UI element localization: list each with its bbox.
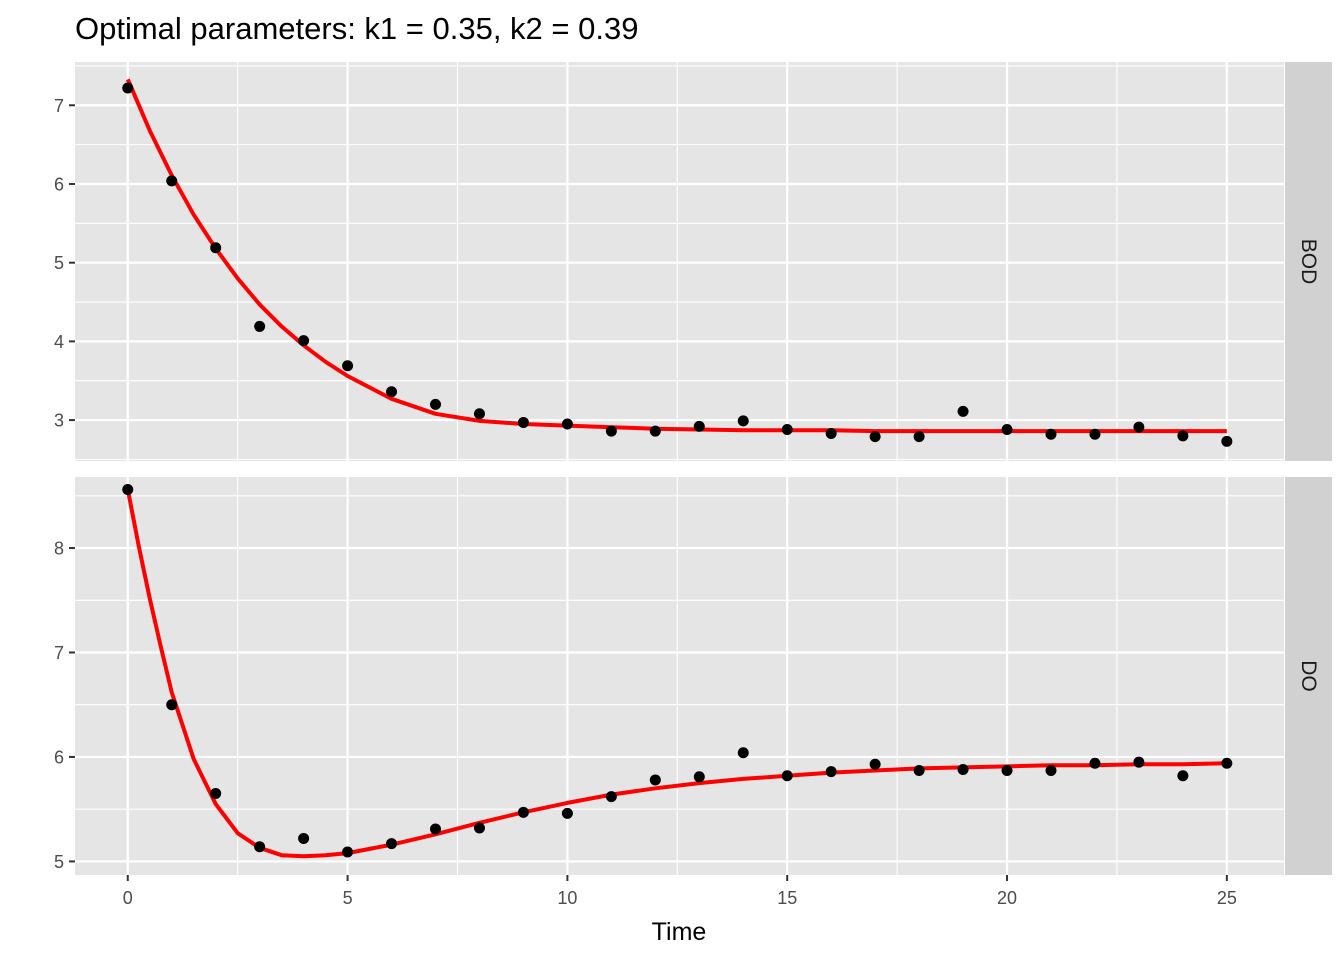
data-point bbox=[517, 806, 529, 818]
data-point bbox=[210, 242, 222, 254]
data-point bbox=[210, 788, 222, 800]
data-point bbox=[869, 431, 881, 443]
data-point bbox=[1177, 770, 1189, 782]
y-tick-label: 6 bbox=[54, 174, 64, 194]
data-point bbox=[1045, 428, 1057, 440]
x-tick-label: 25 bbox=[1217, 888, 1237, 908]
facet-strip: DO bbox=[1285, 477, 1332, 875]
data-point bbox=[781, 424, 793, 436]
data-point bbox=[913, 765, 925, 777]
y-tick-label: 7 bbox=[54, 96, 64, 116]
y-tick-label: 4 bbox=[54, 332, 64, 352]
data-point bbox=[913, 431, 925, 443]
strip-label: DO bbox=[1297, 660, 1320, 692]
data-point bbox=[1221, 435, 1233, 447]
data-point bbox=[693, 420, 705, 432]
y-tick-label: 8 bbox=[54, 539, 64, 559]
data-point bbox=[957, 763, 969, 775]
chart-title: Optimal parameters: k1 = 0.35, k2 = 0.39 bbox=[75, 11, 638, 46]
data-point bbox=[1177, 430, 1189, 442]
data-point bbox=[166, 175, 178, 187]
panel-background bbox=[75, 62, 1284, 461]
data-point bbox=[122, 484, 134, 496]
data-point bbox=[1221, 757, 1233, 769]
panels: 3 4 5 6 7 BOD 5 6 7 8 DO 0 5 10 15 20 25 bbox=[54, 62, 1332, 908]
data-point bbox=[1133, 421, 1145, 433]
facet-strip: BOD bbox=[1285, 62, 1332, 461]
data-point bbox=[254, 320, 266, 332]
data-point bbox=[430, 398, 442, 410]
data-point bbox=[517, 416, 529, 428]
data-point bbox=[957, 405, 969, 417]
x-tick-label: 15 bbox=[777, 888, 797, 908]
y-tick-label: 3 bbox=[54, 411, 64, 431]
data-point bbox=[473, 822, 485, 834]
data-point bbox=[605, 791, 617, 803]
data-point bbox=[561, 807, 573, 819]
data-point bbox=[1089, 757, 1101, 769]
data-point bbox=[649, 425, 661, 437]
data-point bbox=[737, 415, 749, 427]
data-point bbox=[1001, 424, 1013, 436]
x-tick-label: 10 bbox=[557, 888, 577, 908]
data-point bbox=[869, 758, 881, 770]
strip-background bbox=[1285, 62, 1332, 461]
data-point bbox=[1001, 765, 1013, 777]
y-tick-label: 7 bbox=[54, 643, 64, 663]
y-tick-label: 5 bbox=[54, 852, 64, 872]
data-point bbox=[430, 823, 442, 835]
x-tick-label: 20 bbox=[997, 888, 1017, 908]
data-point bbox=[605, 425, 617, 437]
panel-do: 5 6 7 8 DO 0 5 10 15 20 25 bbox=[54, 477, 1332, 908]
data-point bbox=[342, 846, 354, 858]
data-point bbox=[825, 766, 837, 778]
data-point bbox=[298, 335, 310, 347]
data-point bbox=[1045, 765, 1057, 777]
data-point bbox=[254, 841, 266, 853]
y-tick-label: 6 bbox=[54, 747, 64, 767]
data-point bbox=[693, 771, 705, 783]
data-point bbox=[473, 408, 485, 420]
panel-background bbox=[75, 477, 1284, 875]
y-tick-label: 5 bbox=[54, 253, 64, 273]
data-point bbox=[825, 427, 837, 439]
data-point bbox=[166, 699, 178, 711]
data-point bbox=[561, 418, 573, 430]
data-point bbox=[649, 774, 661, 786]
data-point bbox=[386, 838, 398, 850]
data-point bbox=[122, 82, 134, 94]
data-point bbox=[1133, 756, 1145, 768]
data-point bbox=[737, 747, 749, 759]
x-tick-label: 0 bbox=[123, 888, 133, 908]
strip-background bbox=[1285, 477, 1332, 875]
data-point bbox=[298, 832, 310, 844]
x-axis-title: Time bbox=[652, 918, 707, 946]
data-point bbox=[342, 360, 354, 372]
x-tick-label: 5 bbox=[343, 888, 353, 908]
fitted-line bbox=[125, 489, 1227, 859]
data-point bbox=[1089, 428, 1101, 440]
data-point bbox=[386, 386, 398, 398]
panel-bod: 3 4 5 6 7 BOD bbox=[54, 62, 1332, 461]
strip-label: BOD bbox=[1297, 239, 1320, 285]
data-point bbox=[781, 770, 793, 782]
